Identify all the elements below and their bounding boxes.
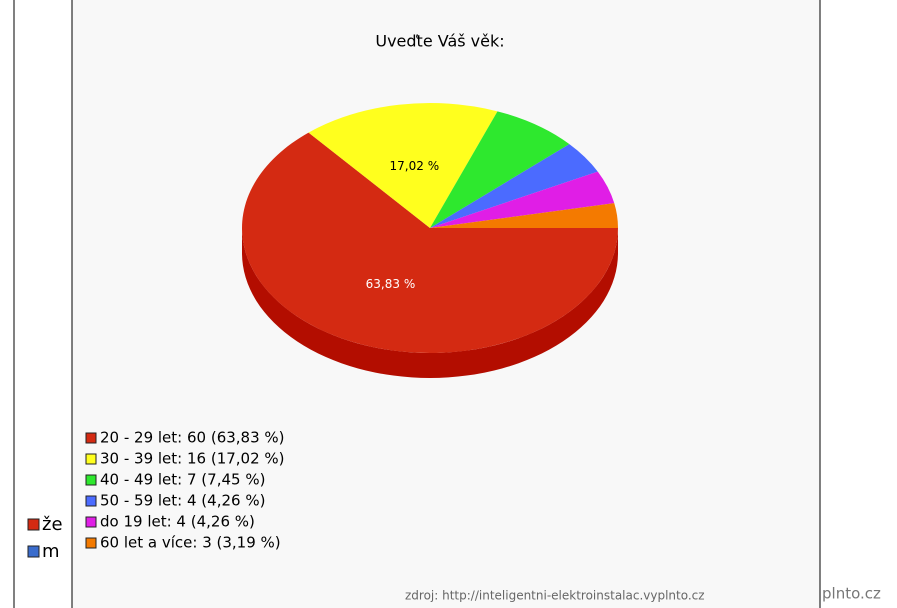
back-legend-label: že bbox=[42, 514, 63, 535]
value-label: 63,83 % bbox=[366, 277, 416, 291]
legend-label: 40 - 49 let: 7 (7,45 %) bbox=[100, 471, 265, 489]
legend-swatch bbox=[85, 432, 97, 444]
legend-swatch bbox=[85, 537, 97, 549]
legend-label: do 19 let: 4 (4,26 %) bbox=[100, 513, 255, 531]
source: zdroj: http://inteligentni-elektroinstal… bbox=[405, 589, 705, 603]
value-label: 17,02 % bbox=[390, 159, 440, 173]
legend-swatch bbox=[85, 516, 97, 528]
chart-title: Uveďte Váš věk: bbox=[375, 32, 504, 51]
pie-slice bbox=[430, 111, 570, 228]
legend-swatch bbox=[85, 474, 97, 486]
pie-slice bbox=[430, 171, 615, 228]
back-legend-swatch bbox=[27, 545, 40, 558]
legend-swatch bbox=[85, 495, 97, 507]
back-legend-swatch bbox=[27, 518, 40, 531]
pie-slice bbox=[241, 132, 618, 354]
pie-slice bbox=[430, 144, 598, 228]
legend-label: 50 - 59 let: 4 (4,26 %) bbox=[100, 492, 265, 510]
pie-slice bbox=[430, 203, 618, 228]
pie-slice bbox=[308, 103, 498, 228]
legend-label: 30 - 39 let: 16 (17,02 %) bbox=[100, 450, 285, 468]
legend-label: 20 - 29 let: 60 (63,83 %) bbox=[100, 429, 285, 447]
legend-swatch bbox=[85, 453, 97, 465]
pie-side bbox=[242, 228, 618, 378]
legend-label: 60 let a více: 3 (3,19 %) bbox=[100, 534, 281, 552]
back-legend-label: m bbox=[42, 541, 60, 562]
back-source: plnto.cz bbox=[822, 585, 881, 603]
